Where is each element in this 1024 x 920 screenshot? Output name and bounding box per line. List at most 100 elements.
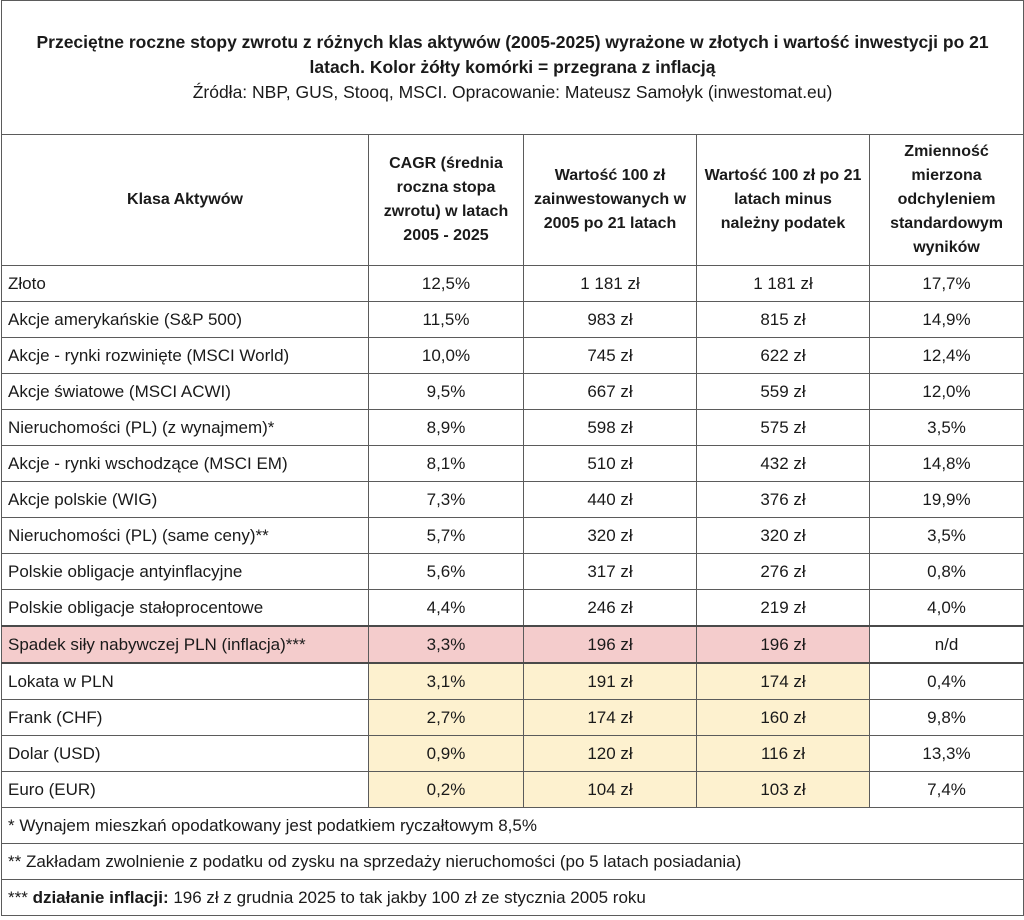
volatility-cell: 3,5% (868, 517, 1024, 554)
table-row: Polskie obligacje antyinflacyjne 5,6% 31… (1, 553, 1024, 590)
volatility-cell: 12,4% (868, 337, 1024, 374)
after-tax-cell: 174 zł (696, 662, 870, 700)
footnote-1: * Wynajem mieszkań opodatkowany jest pod… (0, 807, 1024, 844)
footnote-row: *** działanie inflacji: 196 zł z grudnia… (0, 879, 1024, 916)
value-cell: 246 zł (523, 589, 697, 627)
after-tax-cell: 1 181 zł (696, 265, 870, 302)
source-text: Źródła: NBP, GUS, Stooq, MSCI. Opracowan… (192, 82, 833, 102)
cagr-cell: 7,3% (368, 481, 524, 518)
volatility-cell: 4,0% (868, 589, 1024, 627)
table-row: Akcje polskie (WIG) 7,3% 440 zł 376 zł 1… (1, 481, 1024, 518)
after-tax-cell: 432 zł (696, 445, 870, 482)
cagr-cell: 12,5% (368, 265, 524, 302)
cagr-cell: 8,1% (368, 445, 524, 482)
value-cell: 104 zł (523, 771, 697, 808)
asset-name: Polskie obligacje antyinflacyjne (1, 553, 369, 590)
footnote-3-bold: działanie inflacji: (32, 887, 169, 907)
after-tax-cell: 622 zł (696, 337, 870, 374)
header-row: Klasa Aktywów CAGR (średnia roczna stopa… (1, 134, 1024, 266)
inflation-value: 196 zł (523, 625, 697, 664)
value-cell: 598 zł (523, 409, 697, 446)
asset-name: Lokata w PLN (1, 662, 369, 700)
table-row: Akcje - rynki rozwinięte (MSCI World) 10… (1, 337, 1024, 374)
table-row-lost: Frank (CHF) 2,7% 174 zł 160 zł 9,8% (1, 699, 1024, 736)
footnote-2: ** Zakładam zwolnienie z podatku od zysk… (0, 843, 1024, 880)
asset-name: Akcje amerykańskie (S&P 500) (1, 301, 369, 338)
footnote-row: ** Zakładam zwolnienie z podatku od zysk… (0, 843, 1024, 880)
cagr-cell: 0,2% (368, 771, 524, 808)
inflation-after-tax: 196 zł (696, 625, 870, 664)
asset-name: Akcje polskie (WIG) (1, 481, 369, 518)
after-tax-cell: 116 zł (696, 735, 870, 772)
cagr-cell: 2,7% (368, 699, 524, 736)
inflation-row: Spadek siły nabywczej PLN (inflacja)*** … (1, 625, 1024, 664)
volatility-cell: 14,9% (868, 301, 1024, 338)
cagr-cell: 9,5% (368, 373, 524, 410)
volatility-cell: 3,5% (868, 409, 1024, 446)
volatility-cell: 7,4% (868, 771, 1024, 808)
header-asset-class: Klasa Aktywów (1, 134, 369, 266)
inflation-volatility: n/d (868, 625, 1024, 664)
asset-name: Euro (EUR) (1, 771, 369, 808)
table-title: Przeciętne roczne stopy zwrotu z różnych… (0, 0, 1024, 135)
title-row: Przeciętne roczne stopy zwrotu z różnych… (0, 0, 1024, 135)
inflation-cagr: 3,3% (368, 625, 524, 664)
volatility-cell: 17,7% (868, 265, 1024, 302)
header-cagr: CAGR (średnia roczna stopa zwrotu) w lat… (368, 134, 524, 266)
volatility-cell: 9,8% (868, 699, 1024, 736)
after-tax-cell: 575 zł (696, 409, 870, 446)
table-row-lost: Lokata w PLN 3,1% 191 zł 174 zł 0,4% (1, 662, 1024, 700)
volatility-cell: 0,8% (868, 553, 1024, 590)
footnote-3-prefix: *** (8, 887, 33, 907)
after-tax-cell: 219 zł (696, 589, 870, 627)
table-row: Nieruchomości (PL) (z wynajmem)* 8,9% 59… (1, 409, 1024, 446)
table-row: Akcje amerykańskie (S&P 500) 11,5% 983 z… (1, 301, 1024, 338)
volatility-cell: 14,8% (868, 445, 1024, 482)
volatility-cell: 12,0% (868, 373, 1024, 410)
value-cell: 191 zł (523, 662, 697, 700)
cagr-cell: 3,1% (368, 662, 524, 700)
title-text: Przeciętne roczne stopy zwrotu z różnych… (36, 32, 989, 77)
asset-name: Akcje światowe (MSCI ACWI) (1, 373, 369, 410)
footnote-3: *** działanie inflacji: 196 zł z grudnia… (0, 879, 1024, 916)
value-cell: 174 zł (523, 699, 697, 736)
cagr-cell: 4,4% (368, 589, 524, 627)
cagr-cell: 5,7% (368, 517, 524, 554)
footnote-row: * Wynajem mieszkań opodatkowany jest pod… (0, 807, 1024, 844)
after-tax-cell: 815 zł (696, 301, 870, 338)
value-cell: 510 zł (523, 445, 697, 482)
asset-name: Nieruchomości (PL) (z wynajmem)* (1, 409, 369, 446)
value-cell: 320 zł (523, 517, 697, 554)
asset-name: Polskie obligacje stałoprocentowe (1, 589, 369, 627)
inflation-name: Spadek siły nabywczej PLN (inflacja)*** (1, 625, 369, 664)
table-row: Złoto 12,5% 1 181 zł 1 181 zł 17,7% (1, 265, 1024, 302)
after-tax-cell: 320 zł (696, 517, 870, 554)
cagr-cell: 11,5% (368, 301, 524, 338)
table-row-lost: Euro (EUR) 0,2% 104 zł 103 zł 7,4% (1, 771, 1024, 808)
after-tax-cell: 103 zł (696, 771, 870, 808)
value-cell: 745 zł (523, 337, 697, 374)
value-cell: 440 zł (523, 481, 697, 518)
table-row-lost: Dolar (USD) 0,9% 120 zł 116 zł 13,3% (1, 735, 1024, 772)
after-tax-cell: 160 zł (696, 699, 870, 736)
table-row: Akcje światowe (MSCI ACWI) 9,5% 667 zł 5… (1, 373, 1024, 410)
cagr-cell: 8,9% (368, 409, 524, 446)
asset-name: Złoto (1, 265, 369, 302)
asset-name: Akcje - rynki wschodzące (MSCI EM) (1, 445, 369, 482)
value-cell: 120 zł (523, 735, 697, 772)
after-tax-cell: 376 zł (696, 481, 870, 518)
asset-name: Nieruchomości (PL) (same ceny)** (1, 517, 369, 554)
asset-name: Dolar (USD) (1, 735, 369, 772)
cagr-cell: 5,6% (368, 553, 524, 590)
volatility-cell: 19,9% (868, 481, 1024, 518)
volatility-cell: 13,3% (868, 735, 1024, 772)
table-row: Nieruchomości (PL) (same ceny)** 5,7% 32… (1, 517, 1024, 554)
value-cell: 667 zł (523, 373, 697, 410)
table-row: Polskie obligacje stałoprocentowe 4,4% 2… (1, 589, 1024, 627)
after-tax-cell: 559 zł (696, 373, 870, 410)
footnote-3-rest: 196 zł z grudnia 2025 to tak jakby 100 z… (168, 887, 646, 907)
cagr-cell: 0,9% (368, 735, 524, 772)
value-cell: 317 zł (523, 553, 697, 590)
header-volatility: Zmienność mierzona odchyleniem standardo… (868, 134, 1024, 266)
